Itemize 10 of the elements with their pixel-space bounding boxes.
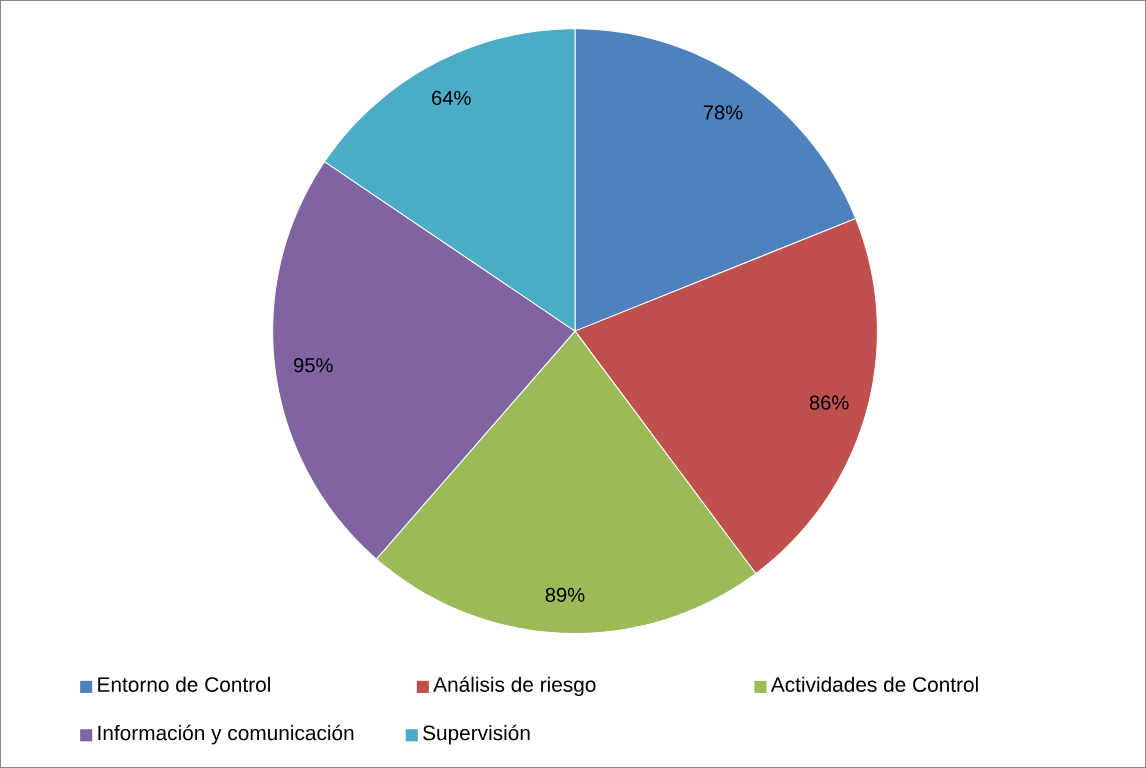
data-label: 78% [703,105,743,120]
data-label: 64% [432,90,471,106]
legend-label: Actividades de Control [770,676,978,692]
legend-label: Entorno de Control [98,676,270,692]
legend-label: Análisis de riesgo [433,676,596,697]
legend-label: Información y comunicación [98,724,354,745]
data-label: 89% [545,587,585,602]
data-label: 95% [294,358,333,373]
data-label: 86% [809,395,849,410]
legend-label: Supervisión [423,724,530,745]
